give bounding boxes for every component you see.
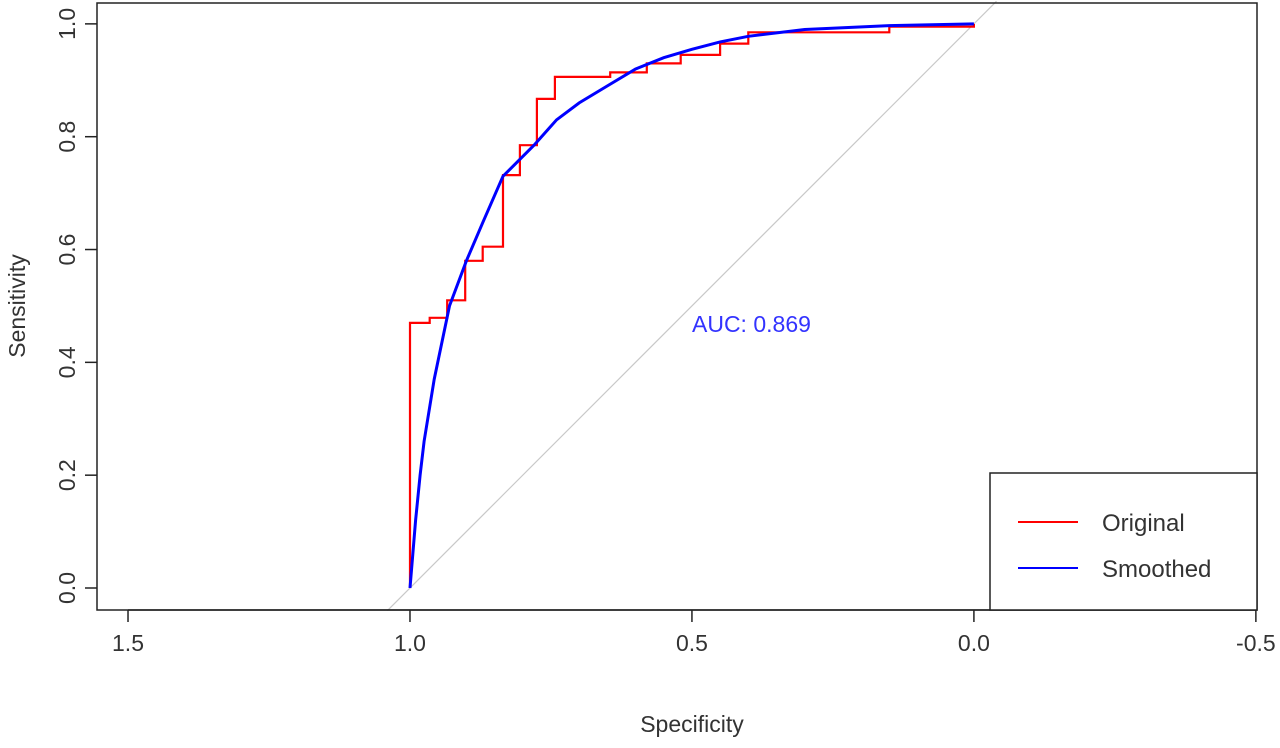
y-axis: 0.0 0.2 0.4 0.6 0.8 1.0 bbox=[54, 8, 97, 604]
x-tick-label: 0.5 bbox=[676, 630, 708, 656]
legend: Original Smoothed bbox=[989, 472, 1258, 611]
y-tick-label: 0.2 bbox=[54, 459, 80, 491]
x-tick-label: 0.0 bbox=[958, 630, 990, 656]
legend-label-original: Original bbox=[1102, 510, 1185, 537]
series-line-smoothed bbox=[408, 22, 974, 589]
x-tick-label: 1.0 bbox=[394, 630, 426, 656]
legend-box bbox=[989, 472, 1258, 611]
y-tick-label: 0.6 bbox=[54, 234, 80, 266]
reference-diagonal bbox=[386, 0, 997, 611]
x-tick-label: -0.5 bbox=[1236, 630, 1276, 656]
y-tick-label: 0.0 bbox=[54, 572, 80, 604]
x-tick-label: 1.5 bbox=[112, 630, 144, 656]
legend-label-smoothed: Smoothed bbox=[1102, 556, 1211, 583]
y-tick-label: 0.4 bbox=[54, 346, 80, 378]
y-tick-label: 0.8 bbox=[54, 121, 80, 153]
y-tick-label: 1.0 bbox=[54, 8, 80, 40]
y-axis-label: Sensitivity bbox=[4, 254, 30, 358]
auc-annotation: AUC: 0.869 bbox=[692, 311, 811, 337]
x-axis: 1.5 1.0 0.5 0.0 -0.5 bbox=[112, 609, 1276, 656]
plot-marks bbox=[386, 0, 997, 611]
x-axis-label: Specificity bbox=[640, 711, 744, 737]
